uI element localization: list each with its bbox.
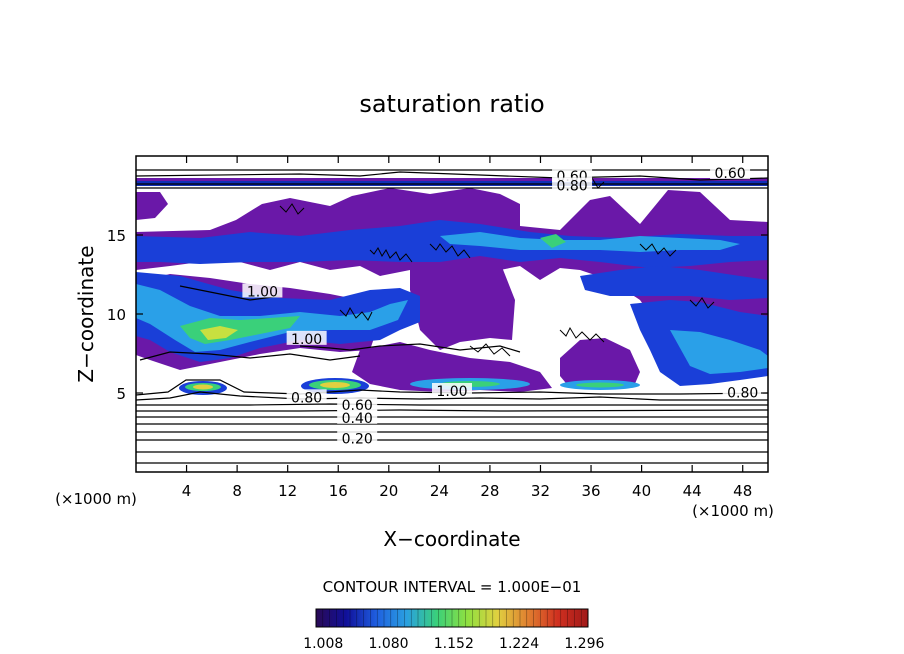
purple-region-upper-left (136, 192, 168, 220)
contour-label-bg-6 (286, 389, 327, 404)
contour-label-9: 0.20 (342, 431, 373, 447)
plot-area (136, 156, 768, 472)
colorbar-tick-1: 1.080 (368, 636, 408, 652)
y-tick-label-0: 5 (116, 385, 126, 403)
blue-region-right-upper (580, 266, 768, 300)
x-tick-label-6: 28 (480, 482, 499, 500)
x-tick-label-3: 16 (329, 482, 348, 500)
cyan-region-right (670, 330, 768, 374)
x-tick-label-1: 8 (232, 482, 242, 500)
contour-label-4: 1.00 (291, 332, 322, 348)
contour-label-bg-9 (337, 430, 378, 445)
colorbar-tick-labels: 1.008 1.080 1.152 1.224 1.296 (303, 636, 604, 652)
x-tick-label-11: 48 (733, 482, 752, 500)
x-tick-label-4: 20 (379, 482, 398, 500)
purple-region-center (410, 256, 515, 350)
contour-label-3: 1.00 (247, 284, 278, 300)
yellow-core-left (200, 326, 238, 340)
contour-label-bg-7 (337, 397, 378, 412)
y-tick-label-2: 15 (107, 227, 126, 245)
x-tick-label-5: 24 (430, 482, 449, 500)
cloud-lens-2-max (320, 382, 350, 388)
contour-interval-text: CONTOUR INTERVAL = 1.000E−01 (323, 578, 582, 596)
contour-label-5: 1.00 (436, 384, 467, 400)
colorbar-tick-0: 1.008 (303, 636, 343, 652)
contour-label-bg-10 (722, 384, 763, 399)
contour-label-bg-4 (286, 330, 327, 345)
x-tick-label-8: 36 (581, 482, 600, 500)
contour-label-bg-5 (432, 383, 472, 397)
contour-noise (279, 177, 715, 357)
cyan-band-upper (440, 232, 740, 252)
contour-label-2: 0.60 (714, 166, 745, 182)
x-tick-label-10: 44 (683, 482, 702, 500)
cloud-lens-4-core (576, 382, 624, 388)
contour-label-10: 0.80 (727, 386, 758, 402)
colorbar-tick-2: 1.152 (434, 636, 474, 652)
x-axis-label: X−coordinate (383, 527, 520, 551)
purple-region-right-lower (560, 338, 640, 388)
x-tick-label-7: 32 (531, 482, 550, 500)
x-tick-label-9: 40 (632, 482, 651, 500)
y-tick-label-1: 10 (107, 306, 126, 324)
contour-label-bg-2 (710, 164, 751, 179)
x-axis-unit-left: (×1000 m) (55, 490, 137, 508)
green-core-upper-right (540, 234, 566, 248)
x-tick-label-2: 12 (278, 482, 297, 500)
colorbar-bins (322, 609, 582, 627)
cloud-lens-1-max (193, 384, 213, 390)
contour-label-1: 0.80 (556, 179, 587, 195)
colorbar-tick-4: 1.296 (564, 636, 604, 652)
x-axis-unit-right: (×1000 m) (692, 502, 774, 520)
colorbar: 1.008 1.080 1.152 1.224 1.296 (303, 608, 604, 652)
contour-label-bg-8 (337, 409, 378, 424)
contour-label-6: 0.80 (291, 390, 322, 406)
contour-lines (136, 169, 768, 464)
contour-label-bg-1 (552, 177, 593, 192)
contour-labels: 0.600.800.601.001.001.000.80 0.600.400.20… (242, 164, 763, 447)
contour-label-bg-3 (242, 283, 283, 298)
colorbar-tick-3: 1.224 (499, 636, 539, 652)
x-tick-label-0: 4 (182, 482, 192, 500)
chart-title: saturation ratio (359, 90, 544, 118)
y-axis-label: Z−coordinate (74, 245, 98, 382)
contour-label-8: 0.40 (342, 411, 373, 427)
